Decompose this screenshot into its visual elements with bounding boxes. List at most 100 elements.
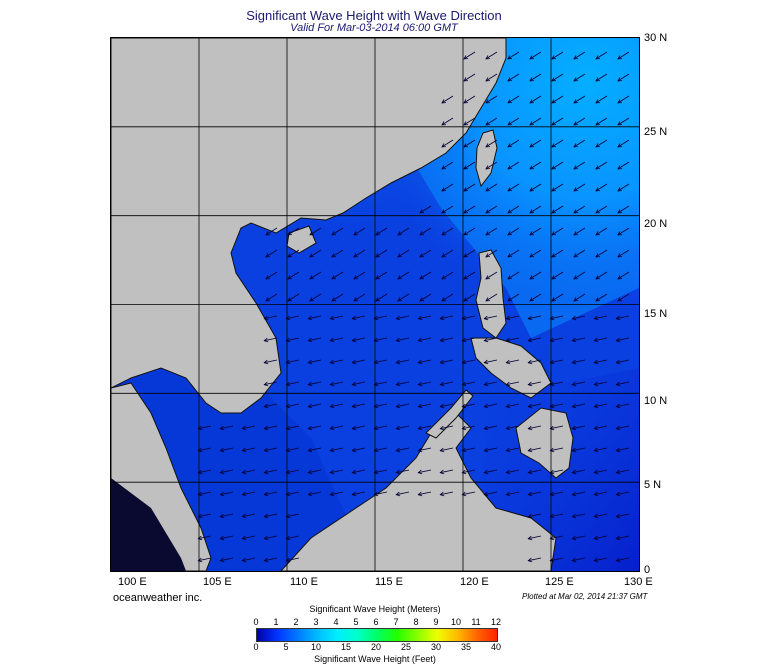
wave-arrow xyxy=(615,469,630,475)
colorbar-title-feet: Significant Wave Height (Feet) xyxy=(314,654,436,664)
wave-arrow xyxy=(617,227,630,236)
wave-arrow xyxy=(593,315,608,321)
wave-arrow xyxy=(551,227,564,236)
wave-arrow xyxy=(441,227,454,236)
wave-arrow xyxy=(505,381,520,387)
wave-arrow xyxy=(463,161,476,170)
wave-arrow xyxy=(485,293,498,302)
wave-arrow xyxy=(331,227,344,236)
wave-arrow xyxy=(571,513,586,519)
wave-arrow xyxy=(419,227,432,236)
wave-arrow xyxy=(419,249,432,258)
wave-arrow xyxy=(461,425,476,431)
y-tick-15n: 15 N xyxy=(644,308,668,320)
wave-arrow xyxy=(527,359,542,365)
wave-arrow xyxy=(461,403,476,409)
wave-arrow xyxy=(507,293,520,302)
wave-arrow xyxy=(331,271,344,280)
wave-arrow xyxy=(263,535,278,541)
wave-arrow xyxy=(593,381,608,387)
colorbar-meters-label: 6 xyxy=(373,617,379,627)
y-tick-25n: 25 N xyxy=(644,126,668,138)
wave-arrow xyxy=(549,491,564,497)
wave-arrow xyxy=(507,51,520,60)
brand-label: oceanweather inc. xyxy=(113,592,203,604)
wave-arrow xyxy=(505,425,520,431)
map-title: Significant Wave Height with Wave Direct… xyxy=(246,8,502,23)
wave-arrow xyxy=(309,271,322,280)
wave-arrow xyxy=(375,249,388,258)
wave-arrow xyxy=(551,51,564,60)
wave-arrow xyxy=(265,227,278,236)
map-subtitle: Valid For Mar-03-2014 06:00 GMT xyxy=(290,22,458,34)
colorbar-feet-label: 40 xyxy=(490,642,502,652)
wave-arrow xyxy=(615,403,630,409)
wave-arrow xyxy=(307,337,322,343)
wave-arrow xyxy=(527,381,542,387)
wave-arrow xyxy=(551,73,564,82)
wave-arrow xyxy=(285,513,300,519)
wave-arrow xyxy=(507,183,520,192)
wave-arrow xyxy=(507,227,520,236)
wave-arrow xyxy=(373,337,388,343)
wave-arrow xyxy=(417,425,432,431)
wave-arrow xyxy=(573,183,586,192)
wave-arrow xyxy=(617,139,630,148)
wave-arrow xyxy=(285,557,300,563)
wave-arrow xyxy=(395,469,410,475)
wave-arrow xyxy=(353,271,366,280)
wave-arrow xyxy=(505,469,520,475)
wave-arrow xyxy=(285,381,300,387)
wave-arrow xyxy=(197,513,212,519)
lat-lon-grid xyxy=(111,38,639,571)
wave-arrow xyxy=(595,271,608,280)
wave-arrow xyxy=(441,139,454,148)
wave-arrow xyxy=(593,469,608,475)
wave-arrow xyxy=(285,315,300,321)
wave-arrow xyxy=(593,425,608,431)
wave-arrow xyxy=(507,271,520,280)
wave-arrow xyxy=(483,469,498,475)
colorbar-feet-label: 20 xyxy=(370,642,382,652)
wave-arrow xyxy=(351,469,366,475)
colorbar-meters-label: 3 xyxy=(313,617,319,627)
wave-arrow xyxy=(287,271,300,280)
wave-arrow xyxy=(593,513,608,519)
wave-arrow xyxy=(397,249,410,258)
wave-arrow xyxy=(617,183,630,192)
wave-arrow xyxy=(285,535,300,541)
wave-arrow xyxy=(615,557,630,563)
wave-arrow xyxy=(463,271,476,280)
wave-arrow xyxy=(549,425,564,431)
colorbar-feet-label: 30 xyxy=(430,642,442,652)
wave-arrow xyxy=(529,51,542,60)
wave-arrow xyxy=(529,249,542,258)
wave-arrow xyxy=(309,293,322,302)
wave-arrow xyxy=(527,425,542,431)
wave-arrow xyxy=(463,95,476,104)
wave-arrow xyxy=(615,381,630,387)
wave-arrow xyxy=(351,403,366,409)
wave-arrow xyxy=(307,425,322,431)
wave-arrow xyxy=(461,469,476,475)
wave-arrow xyxy=(263,381,278,387)
wave-arrow xyxy=(287,227,300,236)
colorbar-feet-label: 10 xyxy=(310,642,322,652)
wave-arrow xyxy=(551,271,564,280)
wave-arrow xyxy=(351,491,366,497)
colorbar-meters-label: 8 xyxy=(413,617,419,627)
wave-arrow xyxy=(419,205,432,214)
wave-arrow xyxy=(617,161,630,170)
wave-arrow xyxy=(285,447,300,453)
wave-arrow xyxy=(373,381,388,387)
wave-arrow xyxy=(197,469,212,475)
x-tick-115e: 115 E xyxy=(375,576,403,588)
wave-arrow xyxy=(461,337,476,343)
wave-arrow xyxy=(527,403,542,409)
wave-arrow xyxy=(329,337,344,343)
wave-arrow xyxy=(373,359,388,365)
wave-arrow xyxy=(615,447,630,453)
colorbar-meters-label: 4 xyxy=(333,617,339,627)
wave-arrow xyxy=(441,117,454,126)
wave-arrow xyxy=(285,403,300,409)
